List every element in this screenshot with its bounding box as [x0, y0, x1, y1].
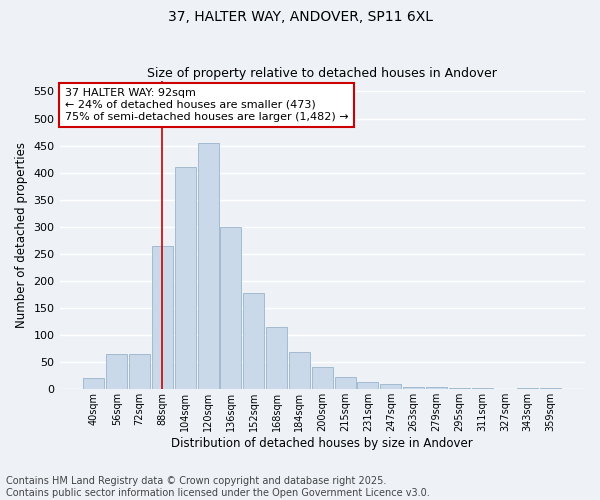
Bar [175, 168, 196, 390]
Text: 37, HALTER WAY, ANDOVER, SP11 6XL: 37, HALTER WAY, ANDOVER, SP11 6XL [167, 10, 433, 24]
Bar [197, 143, 218, 390]
Bar [540, 388, 561, 390]
Bar [517, 388, 538, 390]
Text: Contains HM Land Registry data © Crown copyright and database right 2025.
Contai: Contains HM Land Registry data © Crown c… [6, 476, 430, 498]
Bar [83, 378, 104, 390]
Bar [403, 386, 424, 390]
Bar [243, 293, 264, 390]
Bar [380, 384, 401, 390]
Bar [312, 366, 333, 390]
Bar [472, 388, 493, 390]
Bar [335, 377, 356, 390]
X-axis label: Distribution of detached houses by size in Andover: Distribution of detached houses by size … [172, 437, 473, 450]
Bar [106, 354, 127, 390]
Bar [129, 354, 150, 390]
Y-axis label: Number of detached properties: Number of detached properties [15, 142, 28, 328]
Bar [152, 246, 173, 390]
Bar [220, 227, 241, 390]
Bar [358, 382, 379, 390]
Title: Size of property relative to detached houses in Andover: Size of property relative to detached ho… [148, 66, 497, 80]
Bar [289, 352, 310, 390]
Bar [449, 388, 470, 390]
Bar [266, 327, 287, 390]
Bar [426, 386, 447, 390]
Text: 37 HALTER WAY: 92sqm
← 24% of detached houses are smaller (473)
75% of semi-deta: 37 HALTER WAY: 92sqm ← 24% of detached h… [65, 88, 349, 122]
